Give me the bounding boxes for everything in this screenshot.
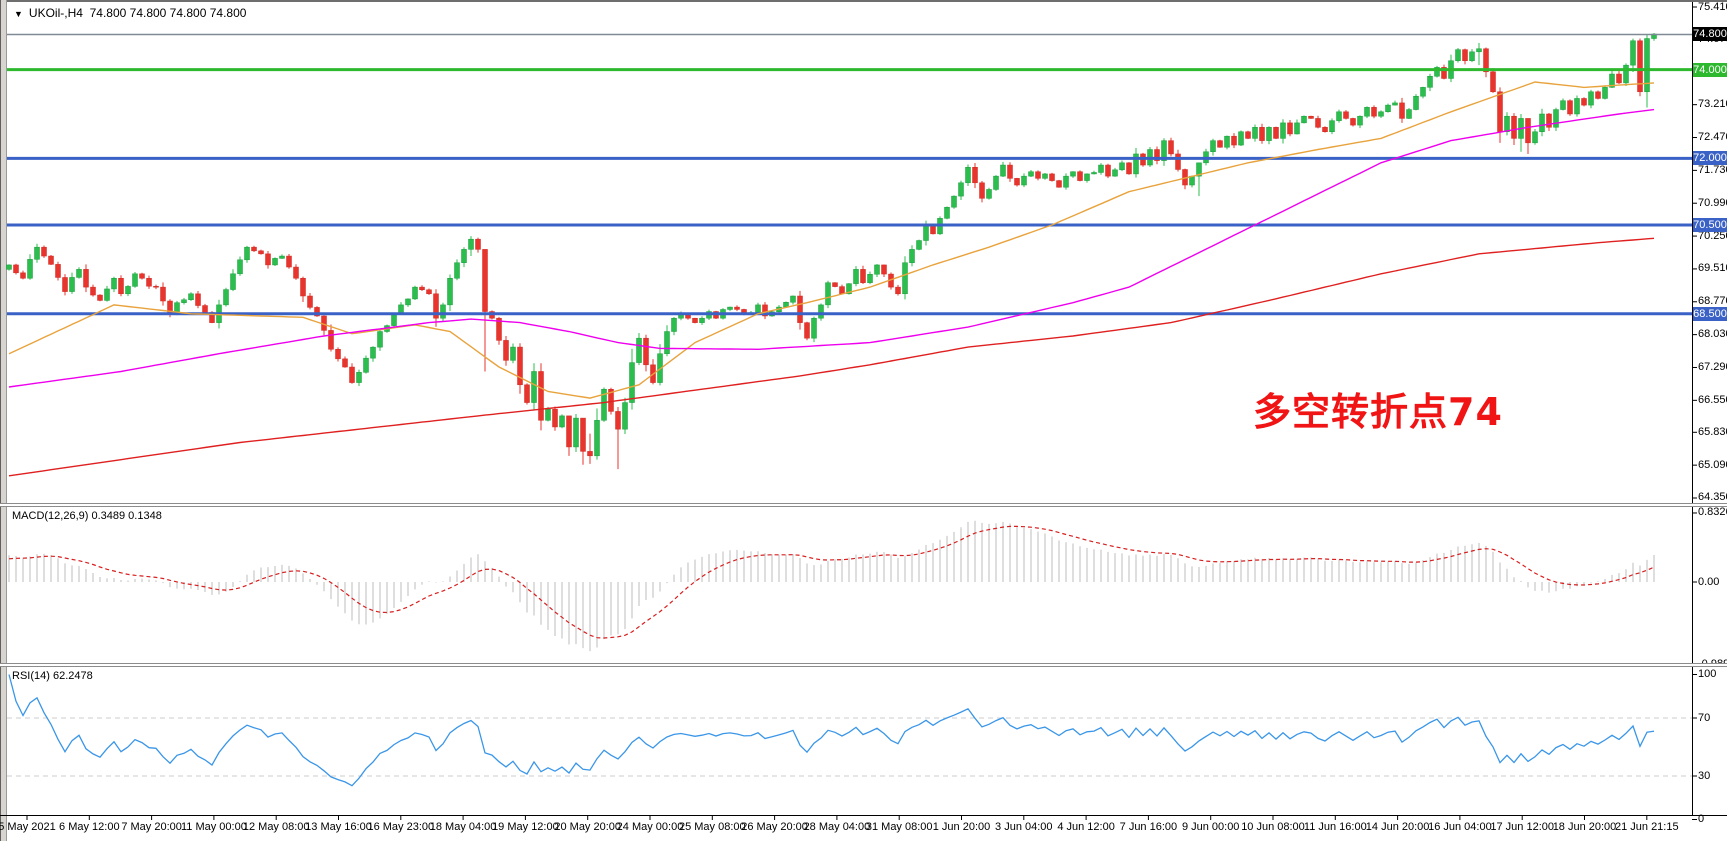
time-tick-label: 12 May 08:00: [242, 821, 310, 833]
macd-indicator-label: MACD(12,26,9) 0.3489 0.1348: [12, 510, 162, 522]
rsi-tick-label: 0: [1698, 813, 1705, 825]
ma-line-slow-red: [8, 237, 1655, 477]
time-axis-line: [0, 815, 1727, 816]
price-tick-label: 66.550: [1698, 393, 1727, 406]
time-tick-label: 9 Jun 00:00: [1181, 821, 1240, 833]
time-tick-label: 16 Jun 04:00: [1428, 821, 1492, 833]
macd-rsi-splitter[interactable]: [0, 663, 1727, 667]
time-tick-label: 17 Jun 12:00: [1490, 821, 1554, 833]
rsi-line: [8, 674, 1655, 787]
price-badge-70.500: 70.500: [1693, 217, 1727, 232]
ma-line-fast-orange: [8, 81, 1655, 399]
time-tick-label: 5 May 2021: [0, 821, 56, 833]
main-macd-splitter[interactable]: [0, 503, 1727, 507]
price-tick-label: 65.830: [1698, 425, 1727, 438]
price-tick-label: 68.030: [1698, 328, 1727, 341]
price-badge-68.500: 68.500: [1693, 306, 1727, 321]
time-tick-label: 18 May 04:00: [429, 821, 497, 833]
chart-dropdown-icon[interactable]: ▼: [14, 9, 23, 19]
price-tick-label: 70.250: [1698, 229, 1727, 242]
time-tick-label: 31 May 08:00: [865, 821, 933, 833]
rsi-tick-label: 100: [1698, 668, 1717, 680]
time-tick-label: 4 Jun 12:00: [1057, 821, 1115, 833]
time-tick-label: 11 May 00:00: [180, 821, 247, 833]
chart-symbol-label: UKOil-,H4: [28, 6, 83, 20]
price-tick-label: 71.730: [1698, 163, 1727, 176]
price-tick-label: 72.470: [1698, 131, 1727, 144]
price-tick-label: 70.990: [1698, 196, 1727, 209]
macd-tick-label: 0.8326: [1698, 506, 1727, 519]
time-tick-label: 11 Jun 16:00: [1303, 821, 1367, 833]
rsi-tick-label: 70: [1698, 711, 1711, 724]
price-tick-label: 68.770: [1698, 295, 1727, 308]
chart-text-annotation[interactable]: 多空转折点74: [1253, 390, 1503, 434]
time-tick-label: 26 May 20:00: [741, 821, 808, 833]
ma-line-medium-magenta: [8, 108, 1655, 388]
time-tick-label: 13 May 16:00: [305, 821, 372, 833]
time-tick-label: 21 Jun 21:15: [1614, 821, 1679, 833]
time-tick-label: 16 May 23:00: [367, 821, 435, 833]
time-tick-label: 19 May 12:00: [492, 821, 559, 833]
time-tick-label: 20 May 20:00: [554, 821, 622, 833]
time-tick-label: 7 May 20:00: [121, 821, 182, 833]
time-tick-label: 24 May 00:00: [616, 821, 684, 833]
rsi-tick-label: 30: [1698, 769, 1711, 782]
time-tick-label: 14 Jun 20:00: [1365, 821, 1430, 833]
time-tick-label: 1 Jun 20:00: [932, 821, 991, 833]
horizontal-level-lines: [7, 33, 1692, 316]
time-tick-label: 18 Jun 20:00: [1552, 821, 1617, 833]
price-tick-label: 69.510: [1698, 262, 1727, 275]
macd-signal-line: [8, 525, 1655, 639]
time-tick-label: 25 May 08:00: [678, 821, 746, 833]
price-tick-label: 67.290: [1698, 360, 1727, 373]
time-tick-label: 6 May 12:00: [59, 821, 120, 833]
window-left-border: [0, 0, 7, 841]
chart-title: ▼ UKOil-,H4 74.800 74.800 74.800 74.800: [14, 6, 246, 20]
price-badge-72.000: 72.000: [1693, 151, 1727, 166]
price-tick-label: 73.210: [1698, 98, 1727, 111]
price-badge-74.800: 74.800: [1693, 27, 1727, 42]
time-tick-label: 7 Jun 16:00: [1119, 821, 1178, 833]
price-badge-74.000: 74.000: [1693, 62, 1727, 77]
macd-histogram: [8, 520, 1655, 652]
time-tick-label: 28 May 04:00: [803, 821, 871, 833]
window-top-frame: [0, 0, 1727, 2]
price-tick-label: 75.410: [1698, 0, 1727, 13]
rsi-indicator-label: RSI(14) 62.2478: [12, 670, 93, 682]
chart-ohlc-quotes: 74.800 74.800 74.800 74.800: [89, 6, 247, 20]
rsi-levels: [7, 717, 1692, 777]
time-tick-label: 3 Jun 04:00: [995, 821, 1053, 833]
price-tick-label: 64.350: [1698, 491, 1727, 504]
price-tick-label: 65.090: [1698, 458, 1727, 471]
macd-tick-label: 0.00: [1698, 575, 1720, 588]
price-axis-line: [1692, 2, 1693, 815]
time-tick-label: 10 Jun 08:00: [1241, 821, 1305, 833]
